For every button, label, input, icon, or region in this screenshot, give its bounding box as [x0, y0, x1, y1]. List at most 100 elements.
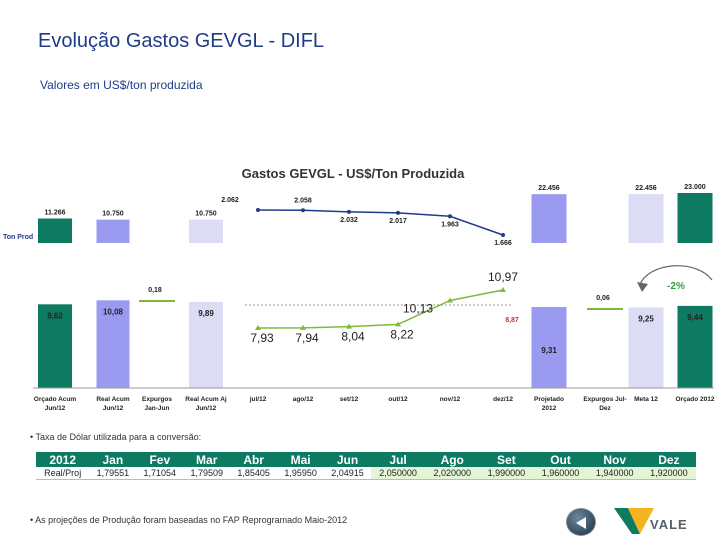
cost-line-point: [500, 287, 506, 292]
cost-line-label: 8,04: [341, 330, 365, 344]
x-tick-label: Projetado: [534, 396, 564, 403]
ton-prod-bar-label: 22.456: [538, 185, 560, 192]
cost-bar: [189, 301, 223, 388]
rates-month-header: Dez: [641, 452, 696, 467]
rates-month-header: Nov: [587, 452, 642, 467]
ton-prod-line-label: 2.032: [340, 217, 358, 224]
ton-prod-bar: [96, 219, 130, 243]
logo-text: VALE: [650, 517, 688, 532]
expurgos-label: 0,18: [148, 287, 162, 294]
cost-bar: [96, 300, 130, 388]
cost-reference-label: 8,87: [505, 317, 519, 324]
x-tick-label: Jun/12: [103, 405, 124, 412]
ton-prod-bar: [38, 218, 72, 243]
ton-prod-point: [396, 210, 400, 215]
expurgos-label: 0,06: [596, 295, 610, 302]
x-tick-label: Real Acum: [96, 396, 130, 403]
ton-prod-line-label: 2.058: [294, 197, 312, 204]
variation-arrowhead: [637, 282, 648, 292]
gastos-chart: Gastos GEVGL - US$/Ton Produzida Ton Prod…: [3, 166, 715, 412]
cost-line-label: 8,22: [390, 327, 414, 341]
cost-bar-label: 9,31: [541, 346, 557, 355]
vale-logo: [614, 508, 654, 534]
rates-month-header: Mar: [183, 452, 231, 467]
page-subtitle: Valores em US$/ton produzida: [40, 78, 203, 92]
ton-prod-bar: [189, 219, 223, 243]
rates-cell: 1,940000: [587, 467, 642, 480]
rates-row-label: Real/Proj: [36, 467, 90, 480]
cost-line-point: [346, 323, 352, 329]
rates-cell: 1,79551: [89, 467, 137, 480]
logo-mark-right: [628, 508, 654, 534]
rates-cell: 1,85405: [230, 467, 278, 480]
ton-prod-point: [301, 208, 305, 213]
back-button[interactable]: [566, 508, 596, 536]
ton-prod-line-label: 2.062: [221, 197, 239, 204]
chart-title: Gastos GEVGL - US$/Ton Produzida: [242, 166, 465, 181]
cost-line-point: [300, 324, 306, 330]
rates-month-header: Set: [479, 452, 534, 467]
rates-month-header: Fev: [136, 452, 184, 467]
cost-line-label: 10,13: [403, 302, 433, 316]
exchange-rate-table: 2012 Jan Fev Mar Abr Mai Jun Jul Ago Set Out Nov Dez…: [36, 452, 696, 480]
rates-cell: 1,960000: [533, 467, 588, 480]
ton-prod-line: [257, 209, 504, 236]
cost-bar-label: 9,62: [47, 311, 63, 320]
ton-prod-bar: [531, 194, 567, 243]
rates-year-header: 2012: [36, 452, 90, 467]
x-tick-label: Meta 12: [634, 396, 658, 403]
cost-bar-label: 10,08: [103, 307, 124, 316]
cost-line-label: 7,93: [250, 331, 274, 345]
rates-cell: 1,920000: [641, 467, 696, 480]
x-tick-label: jul/12: [249, 396, 267, 403]
cost-line: [257, 289, 504, 329]
y-axis-label: Ton Prod: [3, 234, 33, 241]
rates-header-row: 2012 Jan Fev Mar Abr Mai Jun Jul Ago Set Out Nov Dez: [36, 452, 696, 467]
rates-cell: 1,71054: [136, 467, 184, 480]
cost-bar-label: 9,44: [687, 313, 703, 322]
variation-arc: [639, 265, 713, 286]
cost-line-label: 7,94: [295, 331, 319, 345]
page-title: Evolução Gastos GEVGL - DIFL: [38, 30, 325, 52]
rates-month-header: Jul: [371, 452, 426, 467]
x-tick-label: Orçado 2012: [675, 396, 714, 403]
ton-prod-point: [256, 208, 260, 212]
x-tick-label: Jun/12: [45, 405, 66, 412]
ton-prod-line-label: 1.666: [494, 240, 512, 247]
rates-month-header: Jun: [324, 452, 371, 467]
x-tick-label: 2012: [542, 405, 557, 412]
cost-line-point: [447, 297, 453, 303]
ton-prod-bar-label: 22.456: [635, 185, 657, 192]
ton-prod-bar-label: 10.750: [195, 211, 217, 218]
ton-prod-point: [347, 209, 351, 214]
ton-prod-line-label: 1.963: [441, 221, 459, 228]
cost-line-label: 10,97: [488, 270, 518, 284]
x-tick-label: Real Acum Aj: [185, 396, 227, 403]
x-tick-label: out/12: [388, 396, 408, 403]
rates-month-header: Abr: [230, 452, 278, 467]
ton-prod-bar-label: 10.750: [102, 211, 124, 218]
ton-prod-bar: [628, 194, 664, 243]
variation-label: -2%: [667, 281, 685, 292]
rates-cell: 2,04915: [324, 467, 371, 480]
cost-bar: [531, 307, 567, 388]
cost-line-point: [395, 321, 401, 327]
production-note: • As projeções de Produção foram baseada…: [30, 515, 348, 525]
rates-month-header: Mai: [277, 452, 325, 467]
ton-prod-line-label: 2.017: [389, 218, 407, 225]
ton-prod-bar-label: 11.266: [44, 210, 65, 217]
rates-cell: 1,79509: [183, 467, 231, 480]
rates-value-row: Real/Proj 1,79551 1,71054 1,79509 1,85405 1,9…: [36, 467, 696, 480]
rates-cell: 2,050000: [371, 467, 426, 480]
exchange-rate-note: • Taxa de Dólar utilizada para a convers…: [30, 432, 202, 442]
x-tick-label: Jan-Jun: [145, 405, 170, 412]
cost-bar: [677, 305, 713, 388]
ton-prod-bar: [677, 193, 713, 243]
rates-month-header: Ago: [425, 452, 480, 467]
x-tick-label: Expurgos Jul-: [583, 396, 626, 403]
rates-month-header: Jan: [89, 452, 137, 467]
cost-bar: [38, 304, 72, 388]
cost-line-point: [255, 325, 261, 330]
rates-cell: 2,020000: [425, 467, 480, 480]
x-tick-label: dez/12: [493, 396, 513, 403]
